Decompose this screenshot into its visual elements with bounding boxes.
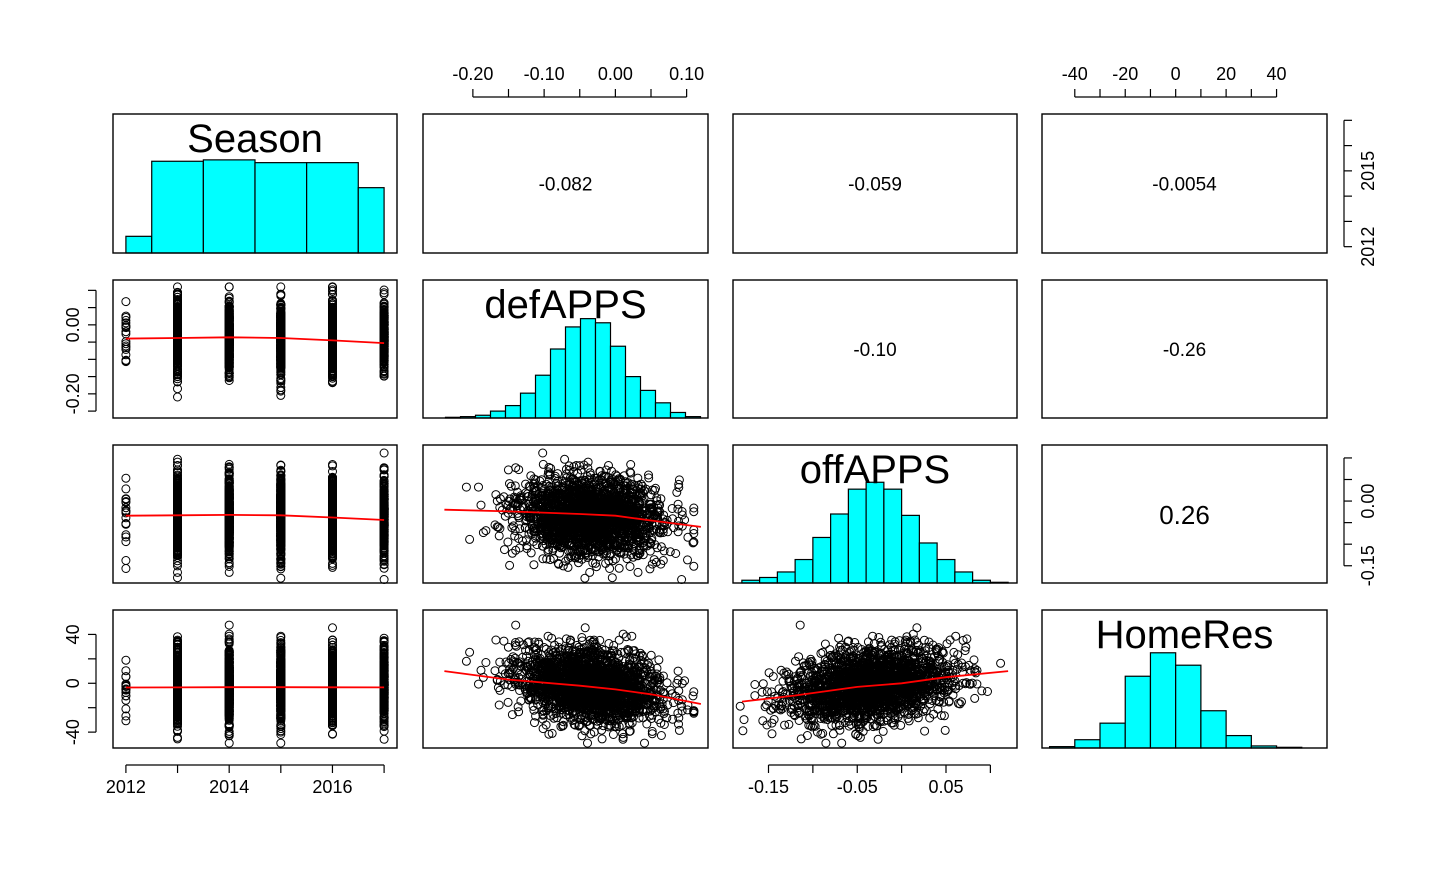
scatter-point — [224, 282, 234, 292]
scatter-point — [121, 484, 131, 494]
histogram-bar — [489, 410, 507, 419]
histogram-bar — [936, 558, 956, 584]
histogram-bar — [609, 345, 627, 419]
histogram-bar — [504, 404, 522, 419]
histogram-bar — [1074, 739, 1101, 749]
scatter-point — [328, 285, 337, 295]
histogram-bar — [954, 571, 974, 584]
histogram-bar — [759, 576, 778, 584]
histogram-bar — [254, 162, 308, 254]
scatter-point — [276, 573, 286, 583]
histogram-Season — [125, 159, 385, 254]
scatter-point — [173, 392, 182, 402]
scatter-panel-r3-c0 — [121, 620, 389, 748]
histogram-bar — [830, 513, 849, 584]
histogram-bar — [639, 389, 657, 419]
histogram-bar — [865, 481, 885, 584]
histogram-bar — [1225, 734, 1252, 749]
histogram-bar — [519, 392, 537, 419]
scatter-point — [121, 339, 131, 349]
scatter-point — [276, 385, 286, 395]
scatter-points — [121, 282, 1006, 748]
scatter-point — [224, 376, 234, 385]
scatter-point — [121, 297, 131, 307]
histogram-bar — [1200, 710, 1227, 749]
histogram-bar — [125, 235, 153, 254]
histogram-bar — [202, 159, 256, 254]
scatter-point — [121, 318, 131, 328]
histogram-bar — [654, 402, 672, 419]
histogram-bar — [624, 376, 642, 419]
histogram-bar — [847, 488, 867, 584]
histogram-bar — [151, 160, 204, 254]
histogram-bar — [579, 318, 597, 419]
scatter-point — [121, 473, 131, 483]
histogram-bar — [1099, 722, 1126, 749]
scatter-point — [121, 556, 131, 565]
histogram-bar — [669, 411, 687, 419]
histogram-bar — [549, 348, 567, 419]
histogram-bar — [883, 488, 903, 584]
histogram-bar — [357, 187, 385, 254]
histogram-bar — [1149, 652, 1177, 749]
scatter-point — [328, 623, 337, 633]
histogram-bar — [1124, 675, 1152, 749]
scatter-panel-r1-c0 — [121, 282, 389, 402]
scatter-point — [173, 384, 182, 394]
scatter-point — [173, 573, 182, 583]
scatter-point — [173, 282, 182, 292]
histogram-bar — [794, 558, 814, 584]
histogram-bar — [918, 542, 938, 584]
histogram-bar — [812, 536, 832, 584]
diagonal-histograms — [125, 159, 1303, 749]
histogram-bar — [306, 162, 359, 254]
histogram-HomeRes — [1048, 652, 1303, 749]
scatter-point — [121, 564, 131, 573]
histogram-bar — [564, 326, 582, 419]
histogram-bar — [534, 374, 552, 419]
histogram-bar — [594, 322, 612, 419]
histogram-bar — [901, 514, 920, 584]
histogram-bar — [1175, 664, 1202, 749]
histogram-defAPPS — [444, 318, 702, 419]
scatter-point — [379, 448, 389, 458]
scatter-point — [276, 738, 286, 748]
scatter-point — [379, 575, 389, 584]
scatter-point — [379, 285, 389, 295]
histogram-offAPPS — [741, 481, 1009, 584]
histogram-bar — [776, 571, 796, 584]
scatter-point — [121, 315, 131, 325]
scatter-point — [121, 311, 131, 321]
